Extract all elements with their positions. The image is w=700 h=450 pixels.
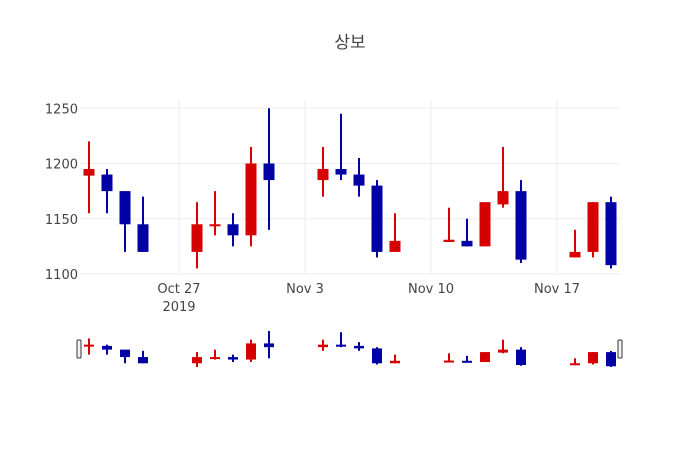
candle-increasing[interactable] bbox=[390, 354, 400, 364]
candle-increasing[interactable] bbox=[192, 352, 202, 367]
candle-decreasing[interactable] bbox=[101, 169, 113, 214]
y-tick-label: 1150 bbox=[45, 213, 78, 228]
candle-decreasing[interactable] bbox=[102, 344, 112, 355]
x-tick-label: Nov 10 bbox=[408, 282, 454, 297]
y-tick-label: 1250 bbox=[45, 102, 78, 117]
range-slider-left-handle[interactable] bbox=[76, 339, 82, 359]
candle-decreasing[interactable] bbox=[119, 191, 131, 252]
gridlines bbox=[80, 100, 620, 275]
y-tick-label: 1200 bbox=[45, 158, 78, 173]
candle-decreasing[interactable] bbox=[138, 350, 148, 364]
candle-increasing[interactable] bbox=[245, 146, 257, 247]
candles-plot-area[interactable] bbox=[83, 108, 617, 269]
candle-decreasing[interactable] bbox=[606, 350, 616, 367]
candle-increasing[interactable] bbox=[569, 229, 581, 258]
candle-increasing[interactable] bbox=[570, 358, 580, 366]
candle-decreasing[interactable] bbox=[461, 218, 473, 247]
candle-increasing[interactable] bbox=[443, 207, 455, 242]
candle-increasing[interactable] bbox=[318, 339, 328, 351]
candle-decreasing[interactable] bbox=[462, 355, 472, 363]
candle-increasing[interactable] bbox=[209, 191, 221, 236]
x-tick-label: Nov 17 bbox=[534, 282, 580, 297]
candle-decreasing[interactable] bbox=[605, 196, 617, 269]
candle-increasing[interactable] bbox=[84, 338, 94, 355]
candle-decreasing[interactable] bbox=[371, 180, 383, 258]
x-tick-label: Nov 3 bbox=[286, 282, 324, 297]
x-tick-label: Oct 27 bbox=[157, 282, 200, 297]
candle-decreasing[interactable] bbox=[335, 113, 347, 181]
candle-increasing[interactable] bbox=[497, 146, 509, 208]
range-slider[interactable] bbox=[76, 331, 623, 367]
candle-increasing[interactable] bbox=[444, 353, 454, 363]
chart-title: 상보 bbox=[334, 33, 365, 53]
candle-decreasing[interactable] bbox=[336, 332, 346, 348]
candle-decreasing[interactable] bbox=[228, 354, 238, 363]
candle-decreasing[interactable] bbox=[120, 349, 130, 364]
candle-increasing[interactable] bbox=[587, 202, 599, 258]
candle-decreasing[interactable] bbox=[137, 196, 149, 252]
x-axis: Oct 27 2019 Nov 3 Nov 10 Nov 17 bbox=[157, 282, 580, 315]
candle-decreasing[interactable] bbox=[353, 157, 365, 197]
candle-increasing[interactable] bbox=[479, 202, 491, 247]
candle-decreasing[interactable] bbox=[264, 331, 274, 359]
candle-increasing[interactable] bbox=[210, 349, 220, 360]
candle-decreasing[interactable] bbox=[354, 342, 364, 351]
range-slider-right-handle[interactable] bbox=[617, 339, 623, 359]
candle-decreasing[interactable] bbox=[515, 180, 527, 263]
candle-decreasing[interactable] bbox=[372, 347, 382, 365]
y-tick-label: 1100 bbox=[45, 268, 78, 283]
x-tick-sublabel: 2019 bbox=[162, 300, 195, 315]
candle-decreasing[interactable] bbox=[516, 347, 526, 366]
candle-increasing[interactable] bbox=[83, 141, 95, 214]
candle-increasing[interactable] bbox=[191, 202, 203, 269]
candle-decreasing[interactable] bbox=[263, 108, 275, 230]
candle-increasing[interactable] bbox=[480, 352, 490, 363]
candle-increasing[interactable] bbox=[498, 339, 508, 354]
candle-increasing[interactable] bbox=[389, 213, 401, 252]
candle-increasing[interactable] bbox=[246, 339, 256, 363]
y-axis: 1100 1150 1200 1250 bbox=[45, 102, 78, 283]
candle-increasing[interactable] bbox=[588, 352, 598, 365]
candle-decreasing[interactable] bbox=[227, 213, 239, 247]
candle-increasing[interactable] bbox=[317, 146, 329, 197]
